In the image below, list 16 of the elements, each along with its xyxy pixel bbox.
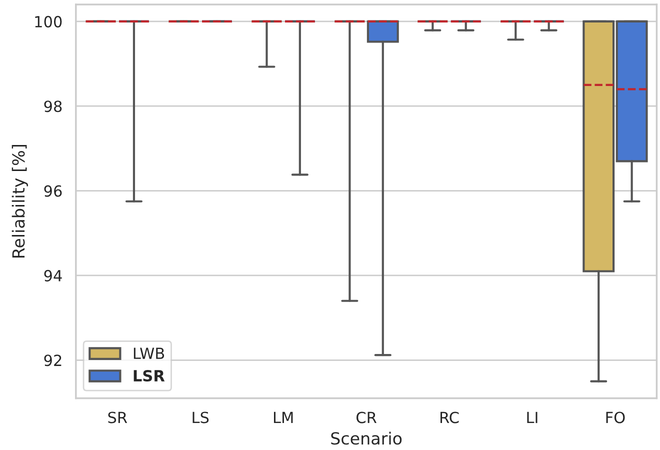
x-tick-label: RC [440,412,459,424]
legend-label: LSR [134,370,165,382]
x-tick-label: CR [356,412,376,424]
x-tick-label: LM [274,412,293,424]
y-tick-label: 94 [44,270,62,282]
y-tick-label: 100 [35,16,62,28]
legend-label: LWB [134,348,164,359]
x-tick-label: SR [108,412,128,424]
y-tick-label: 92 [44,354,62,366]
x-tick-label: LI [527,412,538,424]
y-tick-label: 96 [44,185,62,197]
y-axis-title: Reliability [%] [12,145,28,258]
x-tick-label: FO [606,412,625,424]
x-tick-label: LS [192,412,209,424]
y-tick-label: 98 [44,100,62,112]
x-axis-title: Scenario [331,432,402,445]
